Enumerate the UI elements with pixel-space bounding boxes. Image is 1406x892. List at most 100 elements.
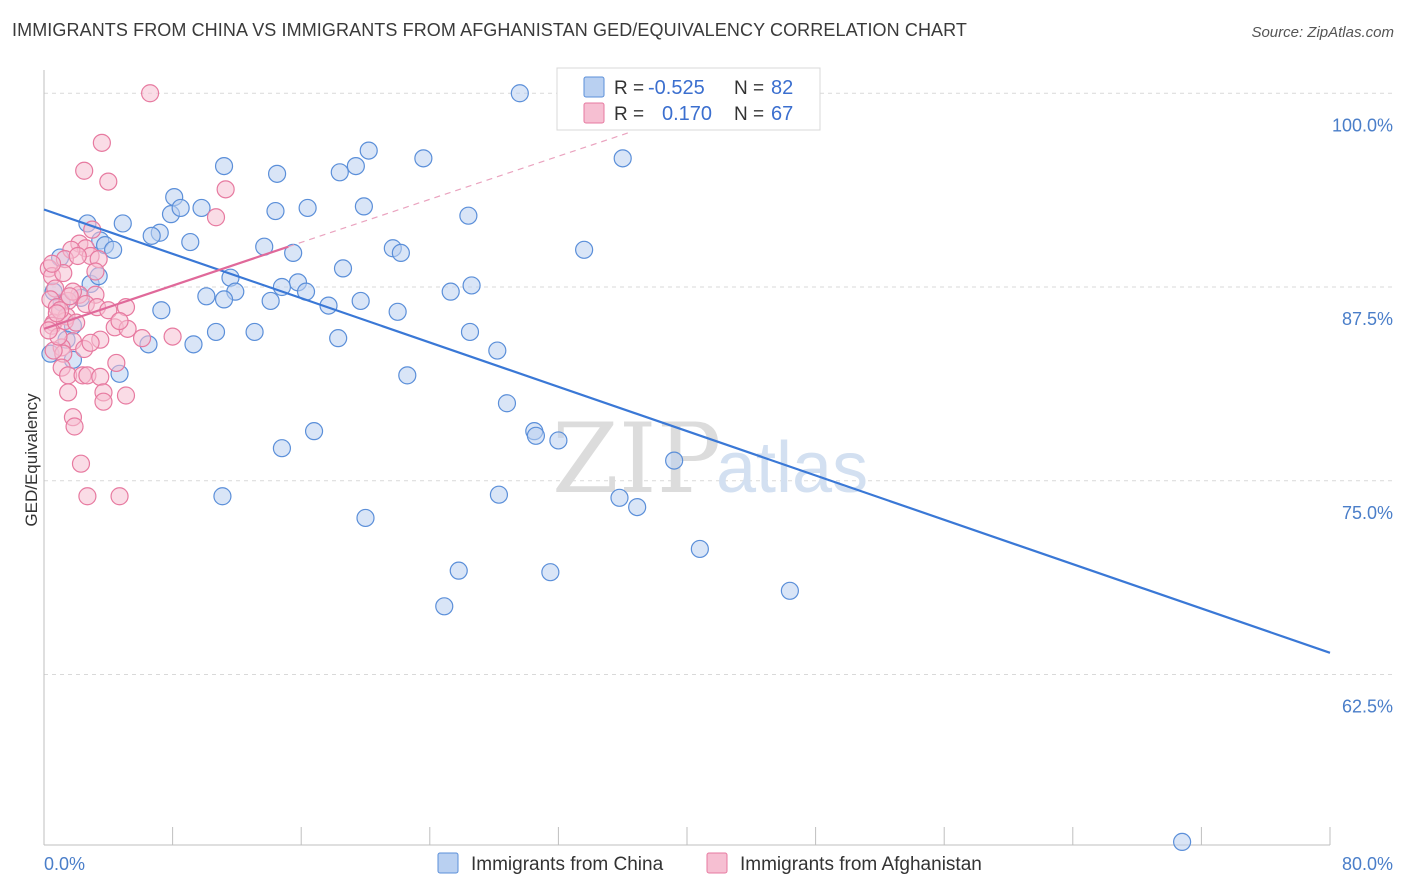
watermark-zip: ZIP xyxy=(552,403,721,515)
x-tick-labels: 0.0% 80.0% xyxy=(44,854,1393,874)
data-point-china xyxy=(391,243,410,262)
data-point-china xyxy=(449,561,468,580)
data-point-china xyxy=(330,163,349,182)
data-point-china xyxy=(184,335,203,354)
data-point-china xyxy=(267,164,287,183)
legend-swatch-afghanistan xyxy=(706,852,728,874)
data-point-afghanistan xyxy=(110,312,129,331)
data-point-afghanistan xyxy=(65,417,84,436)
data-point-china xyxy=(272,277,292,297)
data-point-china xyxy=(329,329,348,348)
legend-stats-r-label-afghanistan: R = xyxy=(614,104,644,125)
data-point-china xyxy=(780,581,799,600)
data-point-china xyxy=(388,302,407,321)
data-point-china xyxy=(398,366,417,385)
x-tick-label-max: 80.0% xyxy=(1342,854,1393,874)
data-point-china xyxy=(206,322,226,342)
legend-swatch-china xyxy=(437,852,459,874)
data-point-china xyxy=(356,508,375,528)
legend-stats-r-label-china: R = xyxy=(614,78,644,99)
data-point-china xyxy=(460,322,480,342)
data-point-china xyxy=(549,431,568,450)
source-credit: Source: ZipAtlas.com xyxy=(1251,24,1394,41)
data-point-china xyxy=(197,287,216,306)
legend-label-afghanistan: Immigrants from Afghanistan xyxy=(740,854,982,875)
data-point-china xyxy=(192,198,211,218)
data-point-china xyxy=(541,563,560,582)
data-point-afghanistan xyxy=(59,383,78,402)
data-point-china xyxy=(510,84,529,103)
data-point-afghanistan xyxy=(42,254,62,273)
data-point-china xyxy=(214,157,234,176)
data-point-china xyxy=(245,322,264,342)
data-point-china xyxy=(690,539,709,559)
trend-line-china xyxy=(43,208,1331,654)
data-point-china xyxy=(359,141,378,160)
trend-lines xyxy=(43,131,1331,654)
data-point-china xyxy=(462,276,481,295)
y-axis-label: GED/Equivalency xyxy=(22,393,41,527)
legend-stats-r-value-afghanistan: 0.170 xyxy=(662,103,712,125)
data-point-china xyxy=(261,291,280,311)
data-point-afghanistan xyxy=(68,246,87,266)
legend-stats-n-value-china: 82 xyxy=(771,77,793,99)
legend-series: Immigrants from China Immigrants from Af… xyxy=(437,852,982,875)
data-point-china xyxy=(497,394,517,413)
data-point-china xyxy=(214,290,234,309)
axes xyxy=(43,70,1331,846)
data-point-afghanistan xyxy=(132,329,152,348)
data-point-china xyxy=(304,422,324,441)
legend-stats: R = -0.525 N = 82 R = 0.170 N = 67 xyxy=(556,67,821,131)
legend-stats-swatch-afghanistan xyxy=(583,102,605,124)
data-point-afghanistan xyxy=(116,386,136,405)
data-point-china xyxy=(354,197,373,216)
trend-line-afghanistan xyxy=(43,245,289,330)
data-point-china xyxy=(298,198,317,218)
data-point-china xyxy=(333,259,353,278)
data-point-afghanistan xyxy=(91,367,110,386)
data-point-china xyxy=(628,498,647,517)
data-point-china xyxy=(213,487,232,506)
data-point-china xyxy=(526,426,545,445)
data-point-afghanistan xyxy=(47,304,66,323)
y-tick-label: 62.5% xyxy=(1342,697,1393,717)
series-afghanistan-points xyxy=(39,84,235,506)
data-point-china xyxy=(435,597,454,616)
data-point-afghanistan xyxy=(75,161,94,180)
data-point-afghanistan xyxy=(99,172,118,191)
y-tick-label: 87.5% xyxy=(1342,309,1393,329)
data-point-china xyxy=(142,226,161,245)
data-point-china xyxy=(610,488,629,507)
y-tick-label: 100.0% xyxy=(1332,115,1393,135)
legend-stats-swatch-china xyxy=(583,76,605,98)
y-tick-labels: 62.5% 75.0% 87.5% 100.0% xyxy=(1332,115,1393,716)
data-point-china xyxy=(272,439,292,458)
y-tick-label: 75.0% xyxy=(1342,503,1393,523)
data-point-afghanistan xyxy=(216,180,235,199)
data-point-afghanistan xyxy=(163,327,182,346)
legend-stats-n-value-afghanistan: 67 xyxy=(771,103,793,125)
legend-stats-n-label-afghanistan: N = xyxy=(734,104,764,125)
legend-stats-n-label-china: N = xyxy=(734,78,764,99)
data-point-china xyxy=(351,291,370,311)
data-point-china xyxy=(104,240,123,259)
data-point-afghanistan xyxy=(78,487,97,506)
data-point-china xyxy=(488,341,507,360)
x-tick-label-min: 0.0% xyxy=(44,854,85,874)
data-point-china xyxy=(346,157,365,176)
series-china-points xyxy=(41,84,1192,852)
data-point-afghanistan xyxy=(60,287,79,306)
data-point-afghanistan xyxy=(140,84,160,103)
data-point-china xyxy=(284,243,303,262)
legend-label-china: Immigrants from China xyxy=(471,854,664,875)
data-point-china xyxy=(152,301,171,320)
data-point-china xyxy=(441,282,460,301)
data-point-afghanistan xyxy=(71,454,91,473)
data-point-afghanistan xyxy=(110,487,129,506)
data-point-china xyxy=(613,149,632,168)
data-point-china xyxy=(489,485,509,504)
data-point-china xyxy=(575,240,594,259)
trend-line-afghanistan-extension xyxy=(288,131,631,248)
data-point-afghanistan xyxy=(206,208,226,227)
